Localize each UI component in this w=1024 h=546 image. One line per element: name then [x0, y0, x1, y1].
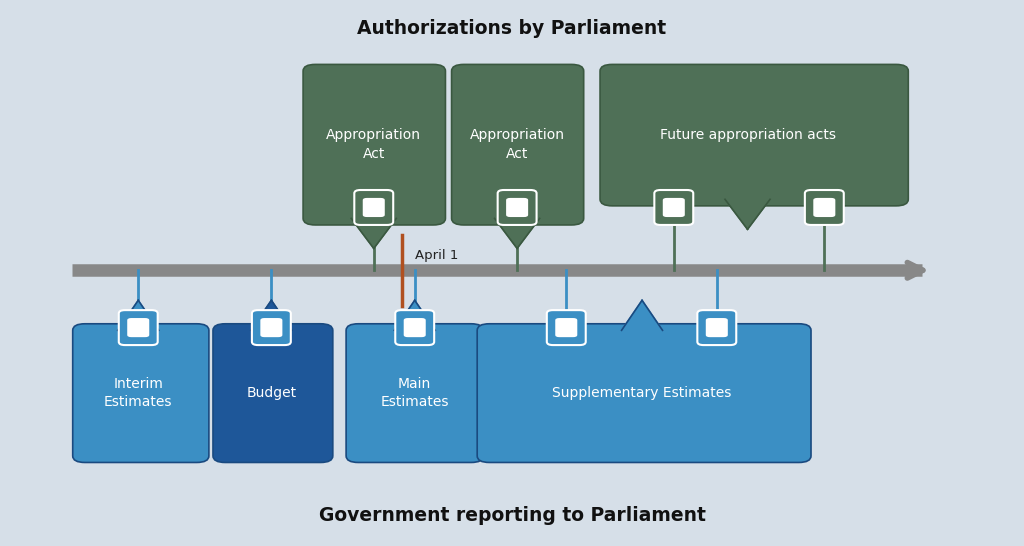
Text: Appropriation
Act: Appropriation Act — [470, 128, 564, 161]
Polygon shape — [495, 218, 540, 248]
FancyBboxPatch shape — [362, 198, 385, 217]
FancyBboxPatch shape — [498, 190, 537, 225]
Polygon shape — [725, 199, 770, 229]
Text: Future appropriation acts: Future appropriation acts — [659, 128, 836, 142]
FancyBboxPatch shape — [452, 64, 584, 225]
Text: Main
Estimates: Main Estimates — [381, 377, 449, 410]
FancyBboxPatch shape — [346, 324, 483, 462]
FancyBboxPatch shape — [805, 190, 844, 225]
FancyBboxPatch shape — [813, 198, 836, 217]
FancyBboxPatch shape — [119, 310, 158, 345]
Text: Government reporting to Parliament: Government reporting to Parliament — [318, 506, 706, 525]
Polygon shape — [622, 300, 663, 330]
FancyBboxPatch shape — [663, 198, 685, 217]
FancyBboxPatch shape — [260, 318, 283, 337]
FancyBboxPatch shape — [403, 318, 426, 337]
FancyBboxPatch shape — [127, 318, 150, 337]
Text: Authorizations by Parliament: Authorizations by Parliament — [357, 19, 667, 38]
FancyBboxPatch shape — [395, 310, 434, 345]
FancyBboxPatch shape — [354, 190, 393, 225]
FancyBboxPatch shape — [555, 318, 578, 337]
FancyBboxPatch shape — [547, 310, 586, 345]
Text: Interim
Estimates: Interim Estimates — [104, 377, 172, 410]
FancyBboxPatch shape — [654, 190, 693, 225]
FancyBboxPatch shape — [213, 324, 333, 462]
Polygon shape — [118, 300, 159, 330]
FancyBboxPatch shape — [73, 324, 209, 462]
FancyBboxPatch shape — [477, 324, 811, 462]
FancyBboxPatch shape — [697, 310, 736, 345]
FancyBboxPatch shape — [303, 64, 445, 225]
Text: Budget: Budget — [247, 386, 296, 400]
Polygon shape — [251, 300, 292, 330]
Text: Supplementary Estimates: Supplementary Estimates — [552, 386, 732, 400]
FancyBboxPatch shape — [506, 198, 528, 217]
FancyBboxPatch shape — [252, 310, 291, 345]
Text: Appropriation
Act: Appropriation Act — [327, 128, 421, 161]
Polygon shape — [351, 218, 396, 248]
Text: April 1: April 1 — [415, 249, 458, 262]
Polygon shape — [394, 300, 435, 330]
FancyBboxPatch shape — [600, 64, 908, 206]
FancyBboxPatch shape — [706, 318, 728, 337]
